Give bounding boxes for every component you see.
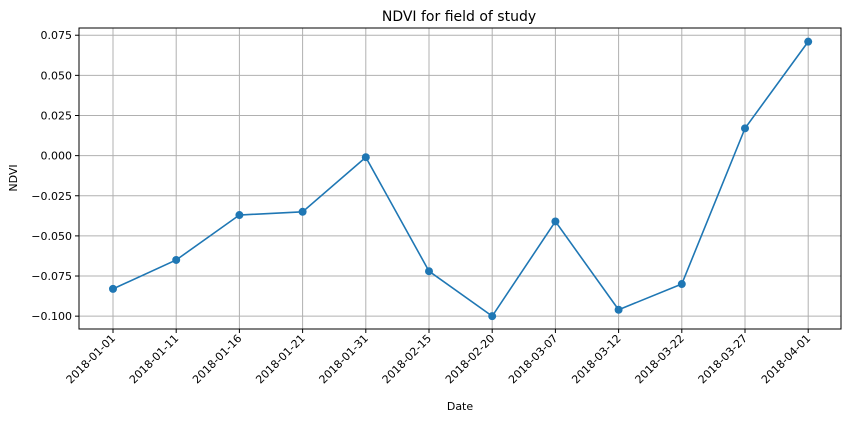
data-point: [677, 280, 686, 289]
x-tick-label: 2018-04-01: [759, 332, 813, 386]
y-axis-ticks: 0.075 0.050 0.025 0.000 −0.025 −0.050 −0.075 −0…: [31, 29, 79, 323]
data-point: [614, 305, 623, 314]
x-tick-label: 2018-03-07: [506, 332, 560, 386]
data-point: [109, 284, 117, 293]
data-point: [361, 153, 370, 162]
plot-area-frame: [78, 27, 842, 330]
data-point: [551, 217, 560, 226]
x-tick-label: 2018-03-12: [569, 332, 623, 386]
chart-title: NDVI for field of study: [382, 9, 536, 25]
y-tick-label: 0.025: [41, 109, 73, 122]
y-tick-label: −0.075: [31, 270, 72, 283]
grid-lines: [79, 28, 841, 329]
x-axis-label: Date: [447, 400, 474, 413]
x-tick-label: 2018-01-01: [64, 332, 118, 386]
x-tick-label: 2018-02-20: [443, 332, 497, 386]
data-point: [741, 124, 749, 133]
ndvi-series: [109, 37, 813, 321]
x-tick-label: 2018-01-21: [253, 332, 307, 386]
y-tick-label: 0.000: [41, 150, 73, 163]
data-point: [298, 207, 307, 216]
x-tick-label: 2018-02-15: [380, 332, 434, 386]
y-tick-label: 0.075: [41, 29, 73, 42]
data-point: [172, 255, 181, 264]
x-tick-label: 2018-01-31: [317, 332, 371, 386]
data-point: [425, 267, 433, 276]
y-axis-label: NDVI: [7, 164, 20, 191]
y-tick-label: 0.050: [41, 69, 73, 82]
y-tick-label: −0.100: [31, 310, 72, 323]
x-tick-label: 2018-03-27: [696, 332, 750, 386]
y-tick-label: −0.050: [31, 230, 72, 243]
y-tick-label: −0.025: [31, 190, 72, 203]
x-tick-label: 2018-01-16: [190, 332, 244, 386]
series-line: [112, 41, 809, 318]
x-tick-label: 2018-01-11: [127, 332, 181, 386]
data-point: [488, 312, 497, 321]
data-point: [235, 211, 244, 220]
x-tick-label: 2018-03-22: [633, 332, 687, 386]
x-axis-ticks: 2018-01-01 2018-01-11 2018-01-16 2018-01-21…: [64, 329, 813, 386]
data-point: [804, 37, 813, 46]
